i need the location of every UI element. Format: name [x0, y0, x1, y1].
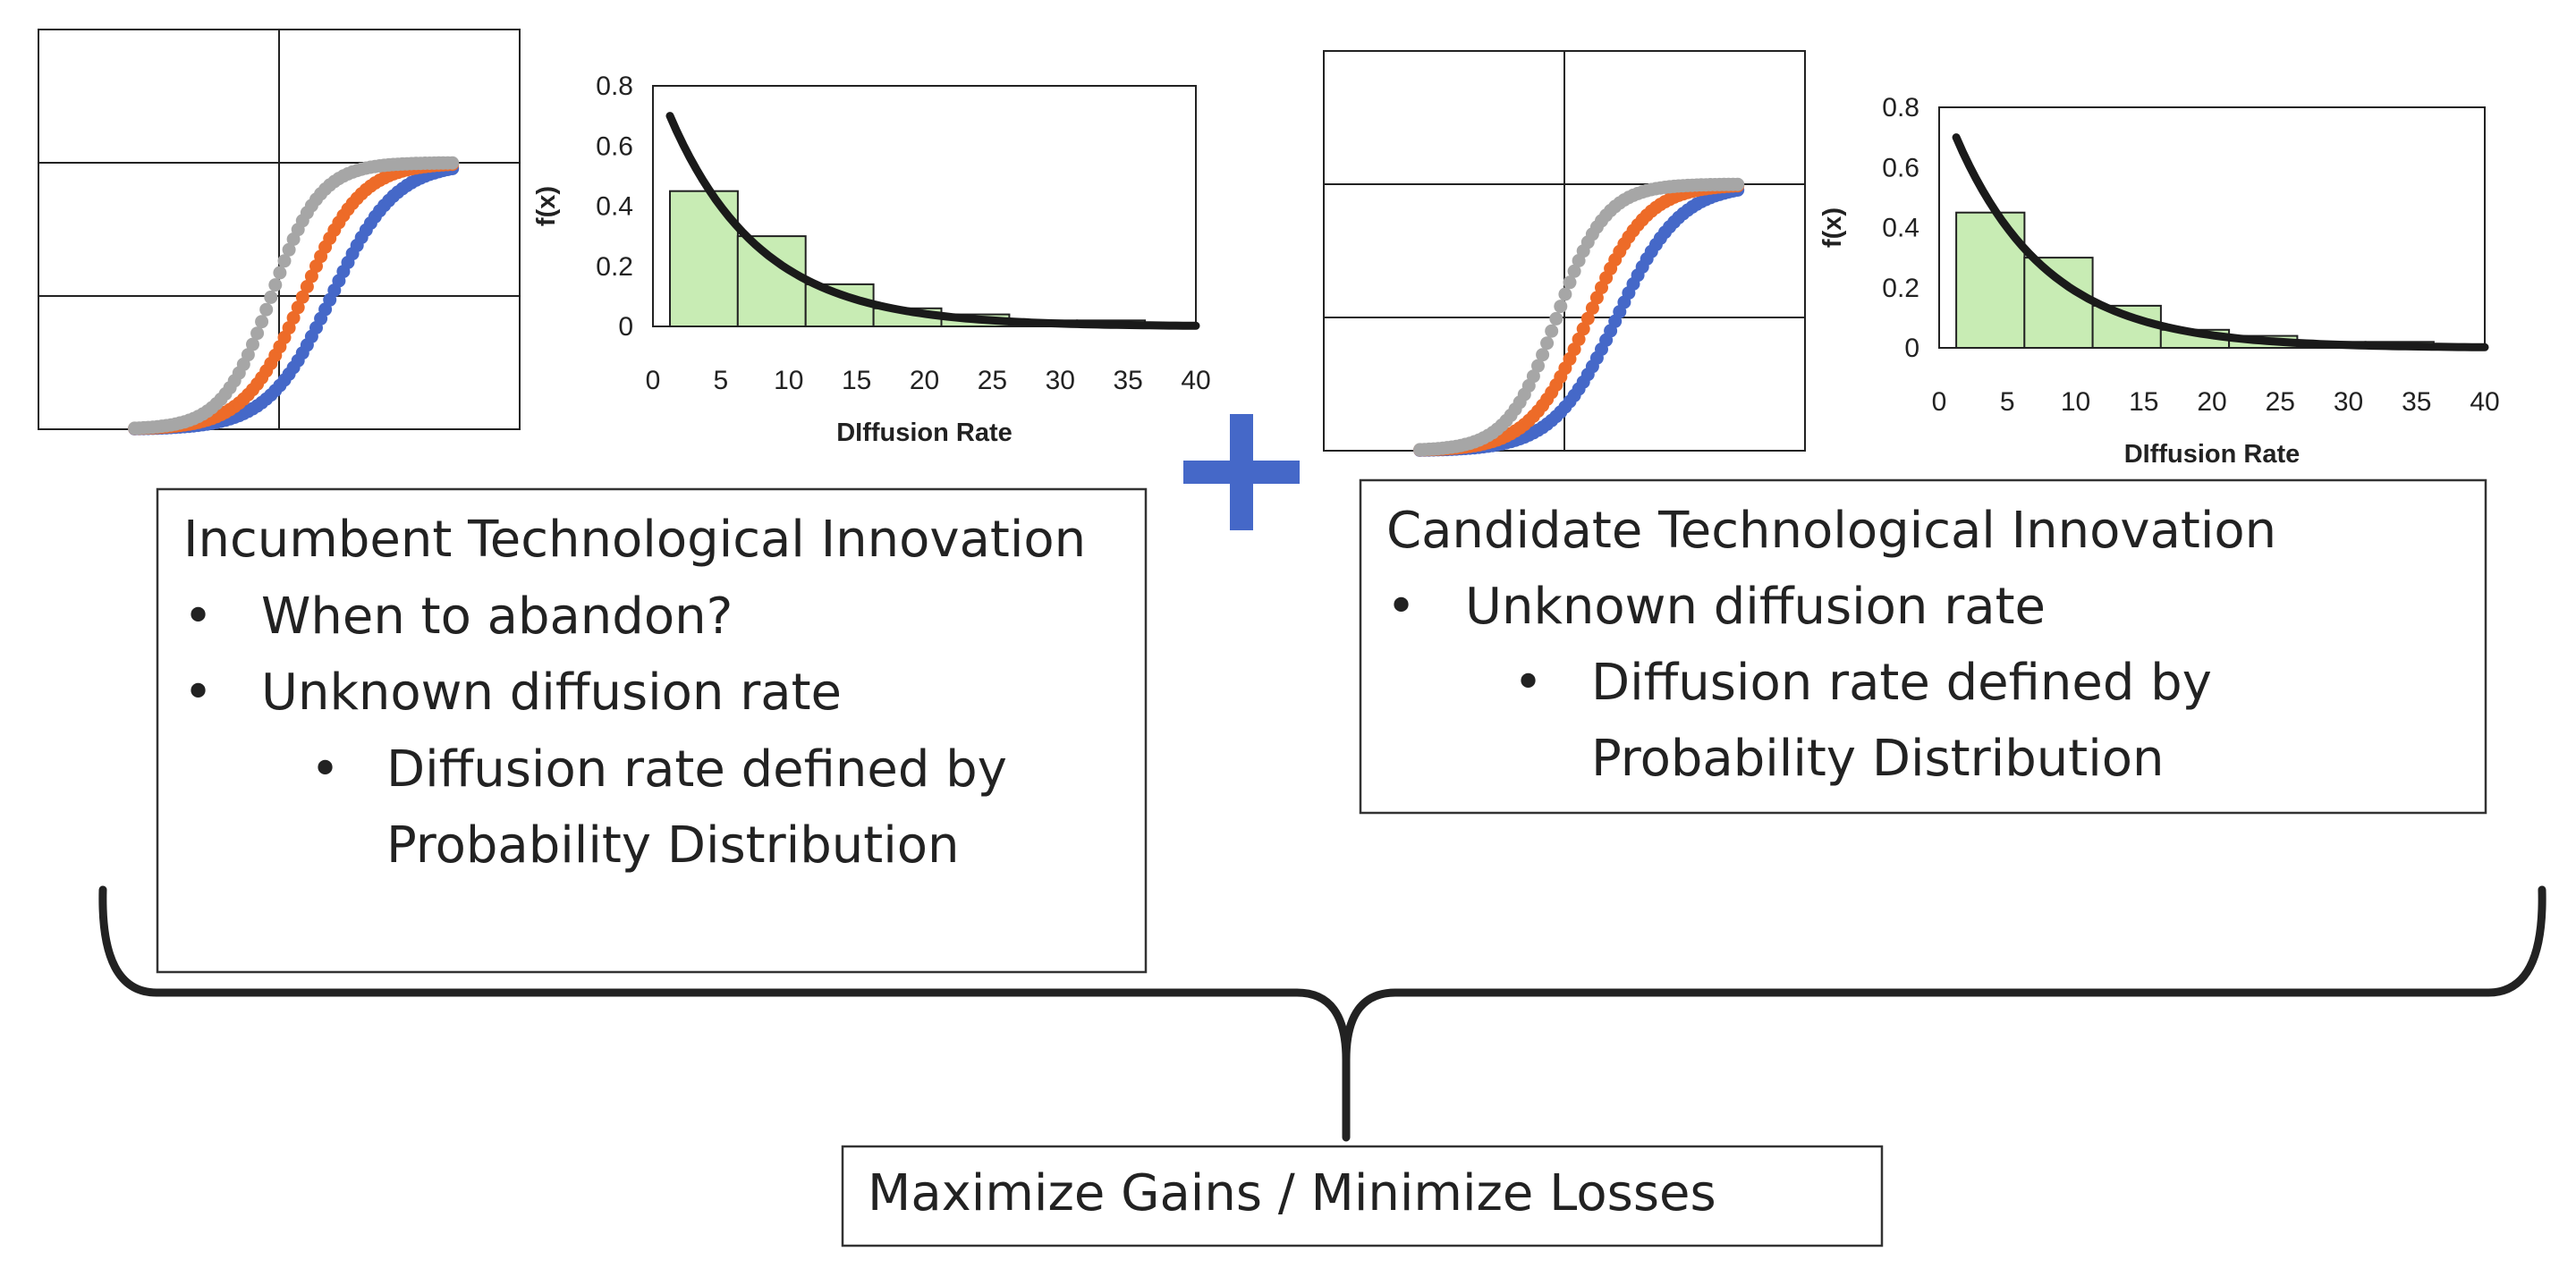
x-tick-label: 30: [2334, 387, 2363, 417]
y-tick-label: 0.6: [1882, 153, 1919, 182]
s-curve-chart-candidate: [1323, 50, 1806, 457]
x-tick-label: 40: [1181, 366, 1210, 395]
data-point: [1585, 301, 1599, 315]
x-tick-label: 5: [2000, 387, 2015, 417]
bullet-symbol: •: [1386, 578, 1416, 636]
data-point: [1554, 300, 1568, 314]
incumbent-title: Incumbent Technological Innovation: [183, 511, 1086, 569]
data-point: [1731, 177, 1745, 191]
s-curve-chart-incumbent: [38, 29, 521, 436]
histogram-chart-incumbent: 0 0.2 0.4 0.6 0.8 0 5 10 15 20 25 30 35 40 DIffusion R…: [532, 72, 1211, 447]
data-point: [291, 300, 305, 315]
incumbent-box: Incumbent Technological Innovation • Whe…: [156, 487, 1148, 974]
x-tick-label: 0: [646, 366, 661, 395]
data-point: [1540, 336, 1555, 351]
x-tick-label: 15: [842, 366, 871, 395]
data-point: [1572, 332, 1586, 346]
candidate-subbullet-line1: Diffusion rate defined by: [1591, 654, 2212, 712]
x-tick-label: 20: [2197, 387, 2226, 417]
data-point: [300, 280, 314, 293]
bullet-symbol: •: [183, 588, 213, 646]
y-tick-label: 0: [618, 312, 633, 342]
candidate-title: Candidate Technological Innovation: [1386, 502, 2276, 560]
data-point: [445, 156, 460, 170]
y-axis-label: f(x): [532, 186, 561, 226]
x-tick-label: 30: [1046, 366, 1075, 395]
curly-brace: [98, 885, 2546, 1142]
density-curve: [1952, 133, 2489, 351]
data-point: [259, 302, 274, 317]
x-tick-label: 40: [2470, 387, 2499, 417]
data-point: [295, 290, 309, 304]
y-tick-label: 0.2: [1882, 274, 1919, 303]
x-axis-label: DIffusion Rate: [2124, 440, 2301, 469]
data-point: [273, 266, 287, 280]
x-tick-label: 10: [774, 366, 803, 395]
x-axis-label: DIffusion Rate: [836, 419, 1013, 447]
data-point: [1580, 311, 1595, 326]
data-point: [1589, 291, 1604, 305]
data-point: [1531, 359, 1545, 373]
data-point: [1545, 324, 1559, 338]
histogram-chart-candidate: 0 0.2 0.4 0.6 0.8 0 5 10 15 20 25 30 35 40 DIffusion R…: [1818, 93, 2500, 469]
histogram-bar: [736, 235, 807, 328]
x-tick-label: 35: [1113, 366, 1142, 395]
data-point: [268, 278, 283, 292]
y-tick-label: 0.4: [596, 192, 633, 222]
y-axis-label: f(x): [1818, 207, 1847, 248]
data-point: [304, 269, 318, 283]
data-point: [1549, 311, 1563, 326]
incumbent-subbullet-line2: Probability Distribution: [386, 816, 960, 875]
x-tick-label: 35: [2402, 387, 2431, 417]
y-tick-label: 0: [1904, 334, 1919, 363]
data-point: [286, 310, 301, 325]
x-tick-label: 0: [1932, 387, 1947, 417]
candidate-bullet-unknown-rate: Unknown diffusion rate: [1465, 578, 2046, 636]
data-point: [264, 290, 278, 304]
candidate-subbullet-line2: Probability Distribution: [1591, 730, 2165, 788]
histogram-bar: [2023, 257, 2094, 350]
data-point: [1576, 322, 1590, 336]
density-curve: [665, 112, 1200, 330]
outcome-box: Maximize Gains / Minimize Losses: [841, 1145, 1884, 1247]
y-tick-label: 0.8: [1882, 93, 1919, 123]
plus-icon: [1183, 414, 1300, 530]
y-tick-label: 0.2: [596, 252, 633, 282]
data-point: [1526, 369, 1540, 384]
series-3: [1413, 177, 1745, 457]
y-tick-label: 0.4: [1882, 214, 1919, 243]
data-point: [1567, 264, 1581, 278]
data-point: [1567, 343, 1581, 357]
data-point: [277, 254, 292, 268]
incumbent-bullet-when-to-abandon: When to abandon?: [261, 588, 733, 646]
bullet-symbol: •: [310, 740, 340, 799]
bullet-symbol: •: [183, 664, 213, 722]
x-tick-label: 20: [910, 366, 939, 395]
data-point: [1536, 348, 1550, 362]
x-tick-label: 5: [714, 366, 729, 395]
data-point: [241, 348, 255, 362]
data-point: [246, 337, 259, 351]
x-tick-label: 25: [2266, 387, 2295, 417]
data-point: [282, 242, 296, 257]
incumbent-bullet-unknown-rate: Unknown diffusion rate: [261, 664, 842, 722]
y-tick-label: 0.6: [596, 131, 633, 161]
data-point: [1558, 287, 1572, 301]
y-tick-label: 0.8: [596, 72, 633, 101]
data-point: [250, 326, 265, 341]
candidate-box: Candidate Technological Innovation • Unk…: [1359, 478, 2487, 815]
data-point: [1563, 275, 1577, 290]
x-tick-label: 25: [978, 366, 1007, 395]
outcome-label: Maximize Gains / Minimize Losses: [868, 1164, 1716, 1222]
data-point: [282, 321, 296, 335]
incumbent-subbullet-line1: Diffusion rate defined by: [386, 740, 1007, 799]
bullet-symbol: •: [1513, 654, 1543, 712]
series-3: [128, 156, 460, 436]
x-tick-label: 10: [2061, 387, 2090, 417]
data-point: [255, 315, 269, 329]
x-tick-label: 15: [2129, 387, 2158, 417]
